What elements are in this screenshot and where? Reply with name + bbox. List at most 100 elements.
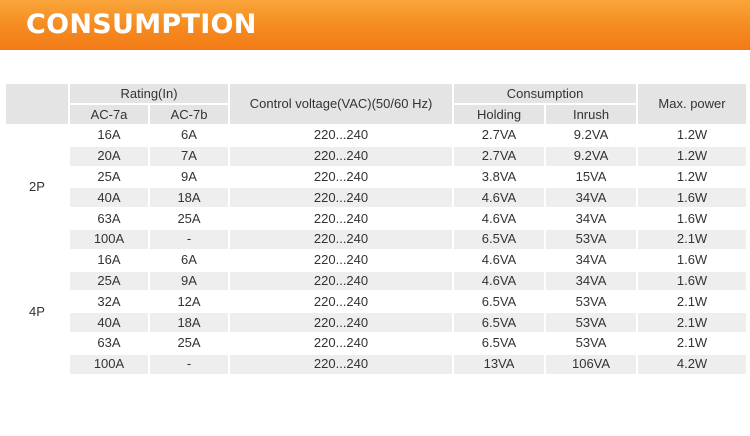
cell-max-power: 1.6W (636, 269, 749, 293)
cell-ac7b: 6A (147, 248, 231, 272)
cell-ac7b: 9A (147, 165, 231, 189)
cell-holding: 4.6VA (452, 269, 547, 293)
table-row: 100A -220...240 6.5VA 53VA 2.1W (5, 227, 749, 251)
cell-ac7b: 18A (147, 186, 231, 210)
pole-group-label: 2P (4, 124, 70, 251)
table-row: 2P 16A 6A 220...240 2.7VA 9.2VA 1.2W (4, 124, 749, 251)
cell-voltage: 220...240 (228, 311, 455, 334)
cell-max-power: 2.1W (636, 227, 749, 251)
cell-ac7a: 40A (68, 186, 150, 210)
cell-inrush: 9.2VA (544, 124, 639, 147)
cell-ac7b: 6A (147, 124, 231, 147)
cell-voltage: 220...240 (228, 207, 455, 230)
cell-holding: 13VA (452, 352, 547, 376)
cell-ac7a: 100A (68, 227, 150, 251)
cell-ac7a: 16A (68, 124, 150, 147)
table-row: 20A 7A 220...240 2.7VA 9.2VA 1.2W (5, 144, 749, 168)
table-row: 32A 12A 220...240 6.5VA 53VA 2.1W (5, 290, 749, 314)
cell-ac7b: 9A (147, 269, 231, 293)
cell-voltage: 220...240 (228, 290, 455, 314)
cell-max-power: 1.2W (636, 124, 749, 147)
consumption-table: Rating(In) Control voltage(VAC)(50/60 Hz… (4, 82, 749, 376)
cell-ac7a: 100A (68, 352, 150, 376)
cell-ac7b: 25A (147, 207, 231, 230)
table-row: 63A 25A 220...240 4.6VA 34VA 1.6W (5, 207, 749, 230)
cell-inrush: 9.2VA (544, 144, 639, 168)
cell-max-power: 1.6W (636, 207, 749, 230)
header-row-top: Rating(In) Control voltage(VAC)(50/60 Hz… (4, 82, 749, 126)
cell-inrush: 53VA (544, 331, 639, 355)
pole-group-label: 4P (4, 248, 70, 376)
cell-ac7a: 25A (68, 269, 150, 293)
cell-voltage: 220...240 (228, 186, 455, 210)
cell-inrush: 34VA (544, 207, 639, 230)
header-inrush: Inrush (544, 103, 639, 126)
cell-max-power: 2.1W (636, 311, 749, 334)
header-control-voltage: Control voltage(VAC)(50/60 Hz) (228, 82, 455, 126)
header-ac7b: AC-7b (147, 103, 231, 126)
header-max-power: Max. power (636, 82, 749, 126)
cell-voltage: 220...240 (228, 124, 455, 147)
header-rating: Rating(In) (67, 82, 231, 105)
cell-ac7a: 16A (68, 248, 150, 272)
cell-max-power: 1.6W (636, 248, 749, 272)
cell-inrush: 53VA (544, 311, 639, 334)
cell-holding: 4.6VA (452, 186, 547, 210)
cell-voltage: 220...240 (228, 331, 455, 355)
cell-ac7a: 63A (68, 207, 150, 230)
cell-max-power: 2.1W (636, 290, 749, 314)
cell-max-power: 2.1W (636, 331, 749, 355)
cell-inrush: 34VA (544, 248, 639, 272)
header-consumption: Consumption (452, 82, 639, 105)
cell-ac7a: 25A (68, 165, 150, 189)
cell-inrush: 53VA (544, 227, 639, 251)
table-row: 100A -220...240 13VA 106VA 4.2W (5, 352, 749, 376)
cell-inrush: 53VA (544, 290, 639, 314)
cell-ac7b: 25A (147, 331, 231, 355)
header-holding: Holding (452, 103, 547, 126)
cell-ac7a: 20A (68, 144, 150, 168)
cell-voltage: 220...240 (228, 269, 455, 293)
cell-ac7b: 7A (147, 144, 231, 168)
cell-voltage: 220...240 (228, 144, 455, 168)
cell-voltage: 220...240 (228, 248, 455, 272)
cell-max-power: 4.2W (636, 352, 749, 376)
header-row-sub: AC-7a AC-7b Holding Inrush (5, 103, 747, 126)
cell-inrush: 106VA (544, 352, 639, 376)
cell-max-power: 1.6W (636, 186, 749, 210)
cell-inrush: 15VA (544, 165, 639, 189)
cell-inrush: 34VA (544, 269, 639, 293)
cell-holding: 6.5VA (452, 227, 547, 251)
table-row: 25A 9A 220...240 3.8VA 15VA 1.2W (5, 165, 749, 189)
cell-ac7b: 12A (147, 290, 231, 314)
title-banner: CONSUMPTION (0, 0, 750, 50)
cell-voltage: 220...240 (228, 227, 455, 251)
header-ac7a: AC-7a (68, 103, 150, 126)
cell-voltage: 220...240 (228, 352, 455, 376)
page-title: CONSUMPTION (26, 9, 257, 40)
table-row: 40A 18A 220...240 4.6VA 34VA 1.6W (5, 186, 749, 210)
table-row: 25A 9A 220...240 4.6VA 34VA 1.6W (5, 269, 749, 293)
cell-holding: 3.8VA (452, 165, 547, 189)
cell-holding: 2.7VA (452, 144, 547, 168)
cell-voltage: 220...240 (228, 165, 455, 189)
cell-holding: 4.6VA (452, 248, 547, 272)
cell-holding: 6.5VA (452, 331, 547, 355)
table-row: 63A 25A 220...240 6.5VA 53VA 2.1W (5, 331, 749, 355)
cell-holding: 6.5VA (452, 290, 547, 314)
cell-holding: 6.5VA (452, 311, 547, 334)
cell-max-power: 1.2W (636, 144, 749, 168)
cell-ac7a: 32A (68, 290, 150, 314)
cell-max-power: 1.2W (636, 165, 749, 189)
table-row: 4P 16A 6A 220...240 4.6VA 34VA 1.6W (4, 248, 749, 376)
header-blank-cell (4, 82, 70, 126)
cell-holding: 4.6VA (452, 207, 547, 230)
cell-ac7b: - (147, 352, 231, 376)
cell-ac7a: 40A (68, 311, 150, 334)
cell-ac7a: 63A (68, 331, 150, 355)
cell-ac7b: 18A (147, 311, 231, 334)
table-row: 40A 18A 220...240 6.5VA 53VA 2.1W (5, 311, 749, 334)
cell-inrush: 34VA (544, 186, 639, 210)
cell-holding: 2.7VA (452, 124, 547, 147)
cell-ac7b: - (147, 227, 231, 251)
